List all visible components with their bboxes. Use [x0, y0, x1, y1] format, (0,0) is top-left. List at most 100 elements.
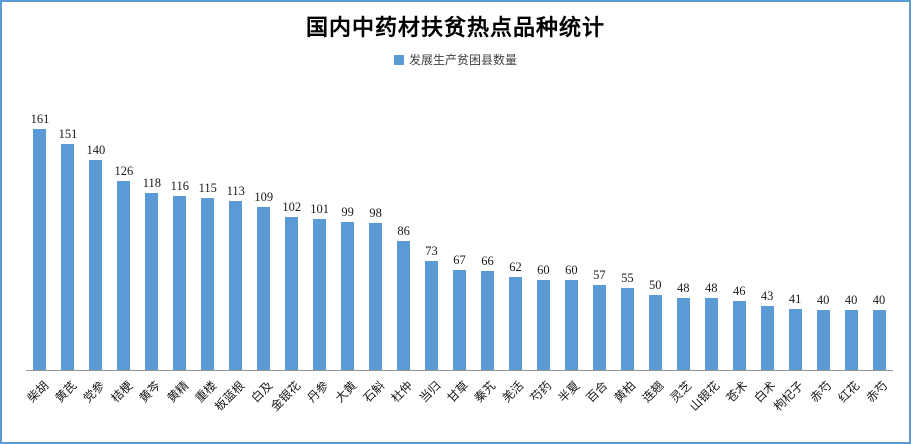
x-axis-label-cell: 黄芪: [52, 371, 82, 442]
x-axis-label: 黄芪: [52, 378, 80, 406]
x-axis-label-cell: 黄芩: [136, 371, 166, 442]
bar-value-label: 60: [537, 263, 550, 278]
bar[interactable]: [33, 129, 47, 370]
bar-value-label: 99: [341, 204, 354, 219]
bar[interactable]: [257, 206, 271, 370]
bar[interactable]: [480, 271, 494, 370]
x-axis-label: 杜仲: [388, 378, 415, 406]
x-axis-label-cell: 连翘: [639, 371, 669, 442]
bar-value-label: 140: [86, 143, 106, 158]
bar-value-label: 41: [788, 291, 802, 306]
bar[interactable]: [229, 200, 243, 370]
bar-value-label: 67: [453, 252, 466, 267]
x-axis-label-cell: 赤芍: [863, 371, 893, 442]
bar-column: 99: [334, 205, 362, 370]
x-axis-label: 党参: [80, 378, 108, 406]
bar[interactable]: [369, 223, 383, 370]
bar[interactable]: [341, 221, 355, 370]
bar-value-label: 40: [844, 293, 858, 308]
bar[interactable]: [453, 269, 467, 370]
x-axis-label: 红花: [835, 378, 863, 406]
bar-column: 115: [194, 181, 222, 370]
x-axis-label: 连翘: [639, 378, 667, 406]
bar[interactable]: [425, 260, 439, 370]
legend-label: 发展生产贫困县数量: [408, 53, 517, 67]
bar-value-label: 57: [593, 267, 606, 282]
plot-area: 161 151 140 126 118 116 115 113 109 102 101 99 98 86 7…: [24, 88, 893, 442]
bar-column: 151: [54, 127, 82, 370]
x-axis-labels: 柴胡 黄芪 党参 桔梗 黄芩 黄精 重楼 板蓝根 白及 金银花 丹参 大黄 石斛 杜仲 当归 甘草 秦艽 羌活 芍药…: [24, 371, 893, 442]
bar[interactable]: [145, 193, 159, 370]
bar[interactable]: [89, 160, 103, 370]
x-axis-label-cell: 金银花: [268, 371, 306, 442]
bar-column: 43: [753, 289, 781, 370]
x-axis-label-cell: 丹参: [304, 371, 334, 442]
x-axis-label: 赤芍: [807, 378, 835, 406]
x-axis-label-cell: 羌活: [500, 371, 529, 442]
x-axis-label-cell: 苍术: [724, 371, 753, 442]
bar[interactable]: [676, 298, 690, 370]
bar[interactable]: [117, 181, 131, 370]
x-axis-label-cell: 当归: [416, 371, 446, 442]
bar-column: 62: [501, 260, 529, 370]
bar-value-label: 161: [30, 112, 50, 126]
x-axis-label: 赤芍: [863, 378, 891, 406]
bar[interactable]: [536, 280, 550, 370]
bar[interactable]: [816, 310, 830, 370]
bar[interactable]: [620, 287, 634, 370]
bar-value-label: 50: [649, 278, 662, 293]
x-axis-label: 黄芩: [136, 378, 164, 406]
legend[interactable]: 发展生产贫困县数量: [2, 51, 909, 68]
bar-value-label: 109: [254, 189, 274, 204]
bar[interactable]: [564, 280, 578, 370]
bar[interactable]: [397, 241, 411, 370]
bar-value-label: 126: [114, 164, 134, 179]
bar[interactable]: [313, 218, 327, 370]
bar-column: 40: [837, 293, 865, 370]
bar-value-label: 118: [142, 176, 161, 191]
bar[interactable]: [285, 217, 299, 370]
bar-column: 40: [865, 293, 893, 370]
bar[interactable]: [732, 301, 746, 370]
bar-value-label: 116: [170, 179, 189, 194]
bar-column: 73: [418, 244, 446, 370]
x-axis-label: 甘草: [443, 378, 471, 406]
bar-value-label: 86: [397, 224, 410, 239]
bar-column: 102: [278, 200, 306, 370]
bar-value-label: 48: [704, 281, 718, 296]
bar[interactable]: [173, 196, 187, 370]
x-axis-label: 柴胡: [24, 378, 52, 406]
x-axis-label: 半夏: [555, 378, 583, 406]
bar[interactable]: [704, 298, 718, 370]
bar-column: 60: [557, 263, 585, 370]
bar-column: 48: [669, 281, 697, 370]
bar-value-label: 46: [732, 284, 746, 299]
bar-column: 40: [809, 293, 837, 370]
legend-swatch-icon: [393, 55, 404, 65]
x-axis-label-cell: 枸杞子: [771, 371, 809, 442]
bar[interactable]: [872, 310, 886, 370]
bar[interactable]: [201, 197, 215, 370]
bar[interactable]: [760, 305, 774, 370]
x-axis-label: 黄柏: [611, 378, 639, 406]
bar-value-label: 43: [760, 288, 774, 303]
bar[interactable]: [648, 295, 662, 370]
bar[interactable]: [592, 284, 606, 370]
x-axis-label: 丹参: [304, 378, 331, 406]
bar[interactable]: [508, 277, 522, 370]
bar[interactable]: [61, 144, 75, 370]
bar-value-label: 40: [872, 293, 886, 308]
bar-column: 57: [585, 268, 613, 370]
bar-column: 118: [138, 176, 166, 370]
bar-value-label: 102: [282, 200, 302, 215]
bar-value-label: 98: [369, 206, 382, 221]
bar-column: 140: [82, 143, 110, 370]
bar[interactable]: [844, 310, 858, 370]
x-axis-label: 秦艽: [471, 378, 499, 406]
bar-value-label: 40: [816, 293, 830, 308]
x-axis-label-cell: 黄柏: [611, 371, 641, 442]
x-axis-label-cell: 甘草: [443, 371, 474, 442]
bar-value-label: 113: [226, 183, 245, 198]
bar[interactable]: [788, 308, 802, 370]
